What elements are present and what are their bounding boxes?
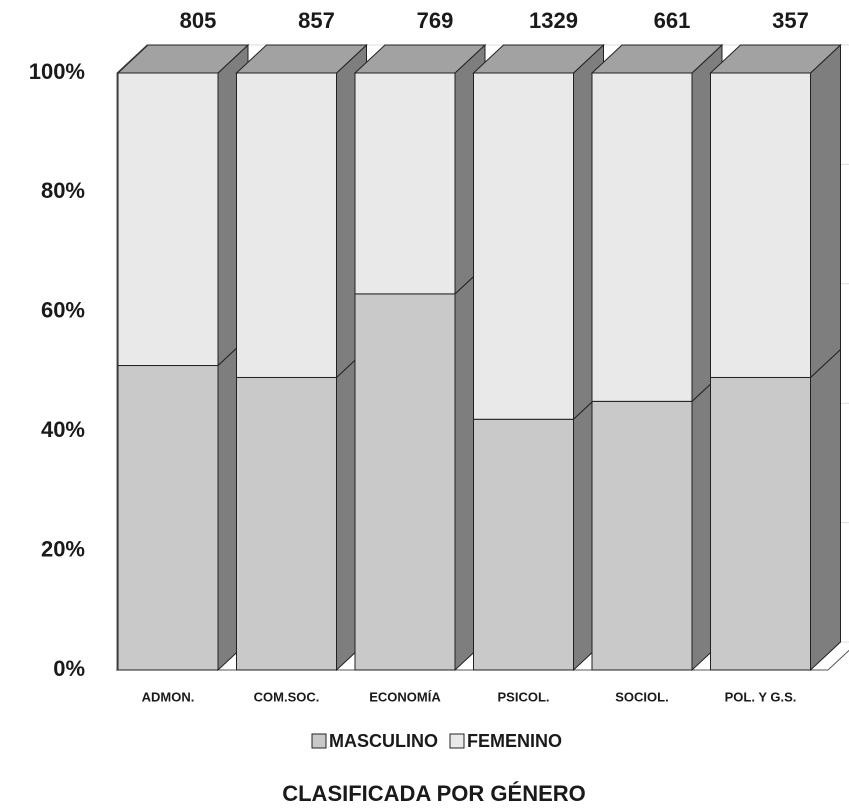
total-label: 805 <box>180 8 217 33</box>
bar-top <box>472 44 605 74</box>
bar <box>710 376 811 671</box>
y-tick-label: 40% <box>41 417 85 442</box>
bar <box>710 72 811 378</box>
bar-top <box>709 44 842 74</box>
x-tick-label: ADMON. <box>142 689 195 704</box>
bar <box>117 72 219 367</box>
x-tick-label: ECONOMÍA <box>369 689 441 704</box>
bar <box>591 72 693 402</box>
bar <box>354 293 456 671</box>
legend-swatch <box>449 733 465 749</box>
y-tick-label: 60% <box>41 298 85 323</box>
chart-title: CLASIFICADA POR GÉNERO <box>282 781 586 806</box>
y-tick-label: 100% <box>29 59 85 84</box>
total-label: 661 <box>654 8 691 33</box>
bar-top <box>353 44 487 74</box>
total-label: 1329 <box>529 8 578 33</box>
bar <box>236 376 337 671</box>
total-label: 769 <box>417 8 454 33</box>
bar <box>591 400 693 671</box>
x-tick-label: POL. Y G.S. <box>725 689 797 704</box>
legend-label: FEMENINO <box>467 731 562 751</box>
bar-top <box>590 44 724 74</box>
x-tick-label: PSICOL. <box>497 689 549 704</box>
legend-label: MASCULINO <box>329 731 438 751</box>
bar-top <box>116 44 250 74</box>
bar-top <box>235 44 368 74</box>
total-label: 357 <box>772 8 809 33</box>
bar <box>117 365 219 671</box>
bar <box>236 72 337 378</box>
x-tick-label: COM.SOC. <box>254 689 320 704</box>
total-label: 857 <box>298 8 335 33</box>
bar <box>473 418 574 671</box>
legend-swatch <box>311 733 327 749</box>
y-tick-label: 20% <box>41 536 85 561</box>
y-tick-label: 80% <box>41 178 85 203</box>
x-tick-label: SOCIOL. <box>615 689 668 704</box>
bar <box>354 72 456 295</box>
bar <box>473 72 574 420</box>
bar-side <box>810 348 841 672</box>
y-tick-label: 0% <box>53 656 85 681</box>
bar-side <box>810 43 841 379</box>
